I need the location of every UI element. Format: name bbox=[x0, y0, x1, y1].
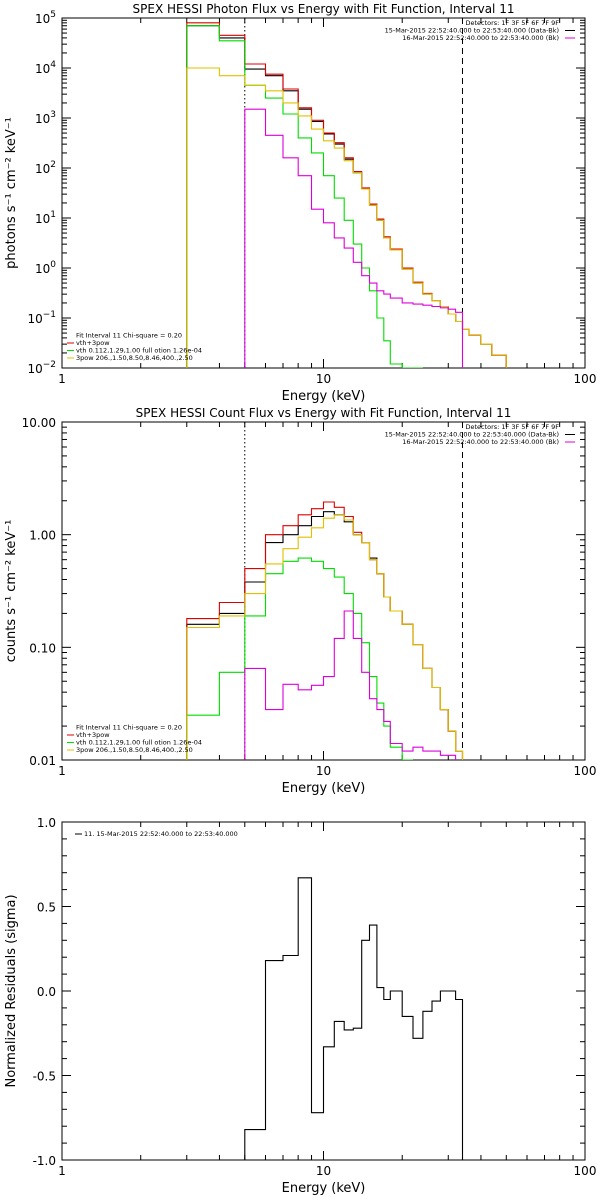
annotation-bottom-left: Fit Interval 11 Chi-square = 0.20vth+3po… bbox=[67, 724, 202, 754]
annotation-text: 3pow 206.,1.50,8.50,8.46,400.,2.50 bbox=[76, 746, 193, 754]
y-axis-label: counts s⁻¹ cm⁻² keV⁻¹ bbox=[4, 520, 19, 663]
annotation-text: 3pow 206.,1.50,8.50,8.46,400.,2.50 bbox=[76, 354, 193, 362]
x-axis-label: Energy (keV) bbox=[282, 389, 366, 404]
annotation-text: vth 0.112,1.29,1.00 full otion 1.26e-04 bbox=[76, 347, 202, 355]
chart-panel-3: 1 10 100 1.0 0.5 0.0 -0.5 -1.0 Energy (keV) Norma… bbox=[4, 816, 596, 1196]
annotation-text: Fit Interval 11 Chi-square = 0.20 bbox=[76, 724, 182, 732]
annotation-text: vth+3pow bbox=[76, 731, 110, 739]
annotation-text: 16-Mar-2015 22:52:40.000 to 22:53:40.000… bbox=[402, 438, 559, 446]
x-tick-label: 1 bbox=[58, 1164, 66, 1178]
plot-data bbox=[186, 422, 464, 760]
annotation-text: vth 0.112,1.29,1.00 full otion 1.26e-04 bbox=[76, 739, 202, 747]
y-tick-label: 10.00 bbox=[22, 416, 56, 430]
annotation-top-left: 11. 15-Mar-2015 22:52:40.000 to 22:53:40… bbox=[75, 830, 238, 838]
y-tick-label: 10−2 bbox=[27, 360, 56, 376]
series-line-3pow bbox=[186, 514, 464, 760]
series-line-vth3pow bbox=[186, 22, 507, 368]
series-line-unlabelled-4 bbox=[244, 610, 457, 760]
x-tick-label: 10 bbox=[316, 1164, 331, 1178]
chart-panel-1: SPEX HESSI Photon Flux vs Energy with Fi… bbox=[4, 2, 596, 404]
annotation-text: 15-Mar-2015 22:52:40.000 to 22:53:40.000… bbox=[385, 27, 559, 35]
plot-data bbox=[244, 877, 464, 1160]
y-tick-label: -0.5 bbox=[33, 1070, 56, 1084]
y-axis-label: Normalized Residuals (sigma) bbox=[4, 894, 19, 1087]
x-axis-label: Energy (keV) bbox=[282, 1181, 366, 1196]
series-line-vth bbox=[186, 557, 413, 760]
chart-panel-2: SPEX HESSI Count Flux vs Energy with Fit… bbox=[4, 406, 596, 796]
series-line-unlabelled-4 bbox=[244, 108, 464, 368]
series-line-vth bbox=[186, 25, 423, 368]
x-tick-label: 1 bbox=[58, 764, 66, 778]
annotation-text: 11. 15-Mar-2015 22:52:40.000 to 22:53:40… bbox=[84, 830, 238, 838]
y-tick-label: 0.5 bbox=[37, 901, 56, 915]
x-tick-label: 10 bbox=[316, 764, 331, 778]
annotation-text: vth+3pow bbox=[76, 339, 110, 347]
y-tick-label: 101 bbox=[35, 210, 56, 226]
y-tick-label: 10−1 bbox=[27, 310, 56, 326]
plot-frame bbox=[61, 421, 586, 761]
y-tick-label: 1.00 bbox=[29, 529, 56, 543]
y-tick-label: 1.0 bbox=[37, 816, 56, 830]
y-tick-label: -1.0 bbox=[33, 1154, 56, 1168]
series-line-11 bbox=[244, 877, 464, 1160]
annotation-text: 15-Mar-2015 22:52:40.000 to 22:53:40.000… bbox=[385, 431, 559, 439]
y-tick-label: 0.10 bbox=[29, 641, 56, 655]
x-tick-label: 100 bbox=[574, 372, 597, 386]
y-tick-label: 100 bbox=[35, 260, 56, 276]
annotation-text: Detectors: 1F 3F 5F 6F 7F 9F bbox=[465, 423, 559, 431]
y-tick-label: 0.01 bbox=[29, 754, 56, 768]
plot-frame bbox=[61, 17, 586, 369]
y-tick-label: 0.0 bbox=[37, 985, 56, 999]
annotation-bottom-left: Fit Interval 11 Chi-square = 0.20vth+3po… bbox=[67, 332, 202, 362]
x-tick-label: 10 bbox=[316, 372, 331, 386]
x-tick-label: 100 bbox=[574, 1164, 597, 1178]
series-line-unlabelled-0 bbox=[186, 25, 507, 368]
series-line-vth3pow bbox=[186, 501, 464, 760]
y-axis-label: photons s⁻¹ cm⁻² keV⁻¹ bbox=[4, 117, 19, 269]
series-line-3pow bbox=[186, 67, 507, 368]
annotation-text: Detectors: 1F 3F 5F 6F 7F 9F bbox=[465, 19, 559, 27]
y-tick-label: 105 bbox=[35, 10, 56, 26]
x-axis-label: Energy (keV) bbox=[282, 781, 366, 796]
y-tick-label: 104 bbox=[35, 60, 56, 76]
x-tick-label: 100 bbox=[574, 764, 597, 778]
y-tick-label: 102 bbox=[35, 160, 56, 176]
y-tick-label: 103 bbox=[35, 110, 56, 126]
annotation-top-right: Detectors: 1F 3F 5F 6F 7F 9F15-Mar-2015 … bbox=[385, 423, 575, 446]
series-line-unlabelled-0 bbox=[186, 511, 464, 760]
x-tick-label: 1 bbox=[58, 372, 66, 386]
annotation-top-right: Detectors: 1F 3F 5F 6F 7F 9F15-Mar-2015 … bbox=[385, 19, 575, 42]
chart-title: SPEX HESSI Photon Flux vs Energy with Fi… bbox=[133, 2, 515, 16]
annotation-text: 16-Mar-2015 22:52:40.000 to 22:53:40.000… bbox=[402, 34, 559, 42]
plot-data bbox=[186, 18, 507, 368]
annotation-text: Fit Interval 11 Chi-square = 0.20 bbox=[76, 332, 182, 340]
chart-title: SPEX HESSI Count Flux vs Energy with Fit… bbox=[136, 406, 512, 420]
